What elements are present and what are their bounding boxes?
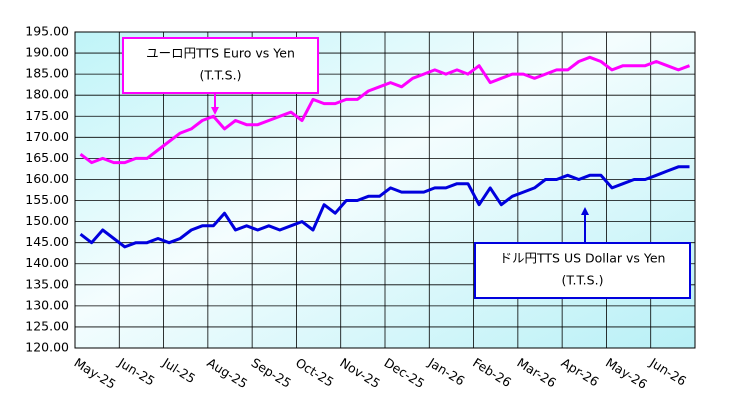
y-tick-label: 155.00 — [25, 192, 69, 207]
x-tick-label: Jun-26 — [646, 354, 689, 388]
x-tick-label: Mar-26 — [514, 355, 559, 391]
annotation-box — [122, 37, 319, 94]
x-tick-label: Apr-26 — [559, 355, 602, 390]
y-tick-label: 145.00 — [25, 234, 69, 249]
y-tick-label: 120.00 — [25, 340, 69, 355]
x-tick-label: Oct-25 — [293, 355, 337, 390]
series-line — [79, 165, 690, 249]
annotation-arrowhead — [211, 107, 219, 115]
y-tick-label: 130.00 — [25, 297, 69, 312]
y-tick-label: 190.00 — [25, 45, 69, 60]
x-tick-label: Sep-25 — [249, 355, 294, 391]
annotation-box — [474, 242, 691, 299]
y-tick-label: 185.00 — [25, 66, 69, 81]
annotation-text: ユーロ円TTS Euro vs Yen — [146, 46, 295, 61]
y-tick-label: 175.00 — [25, 108, 69, 123]
x-tick-label: Feb-26 — [470, 355, 514, 390]
x-tick-label: Jan-26 — [425, 354, 467, 388]
x-tick-label: Aug-25 — [204, 355, 250, 391]
y-tick-label: 165.00 — [25, 150, 69, 165]
x-tick-label: May-26 — [603, 355, 650, 392]
y-tick-label: 150.00 — [25, 213, 69, 228]
y-tick-label: 170.00 — [25, 129, 69, 144]
y-tick-label: 125.00 — [25, 318, 69, 333]
y-tick-label: 135.00 — [25, 276, 69, 291]
y-tick-label: 180.00 — [25, 87, 69, 102]
x-tick-label: Dec-25 — [382, 355, 428, 391]
annotation-arrowhead — [581, 207, 589, 215]
x-tick-label: May-25 — [72, 355, 119, 392]
y-tick-label: 195.00 — [25, 24, 69, 39]
annotation-text: (T.T.S.) — [562, 273, 604, 288]
y-tick-label: 160.00 — [25, 171, 69, 186]
x-tick-label: Nov-25 — [337, 355, 383, 391]
series-line — [79, 55, 691, 165]
annotation-text: (T.T.S.) — [200, 68, 242, 83]
x-tick-label: Jul-25 — [159, 354, 198, 386]
annotation-text: ドル円TTS US Dollar vs Yen — [500, 251, 666, 266]
x-tick-label: Jun-25 — [115, 354, 158, 388]
y-tick-label: 140.00 — [25, 255, 69, 270]
